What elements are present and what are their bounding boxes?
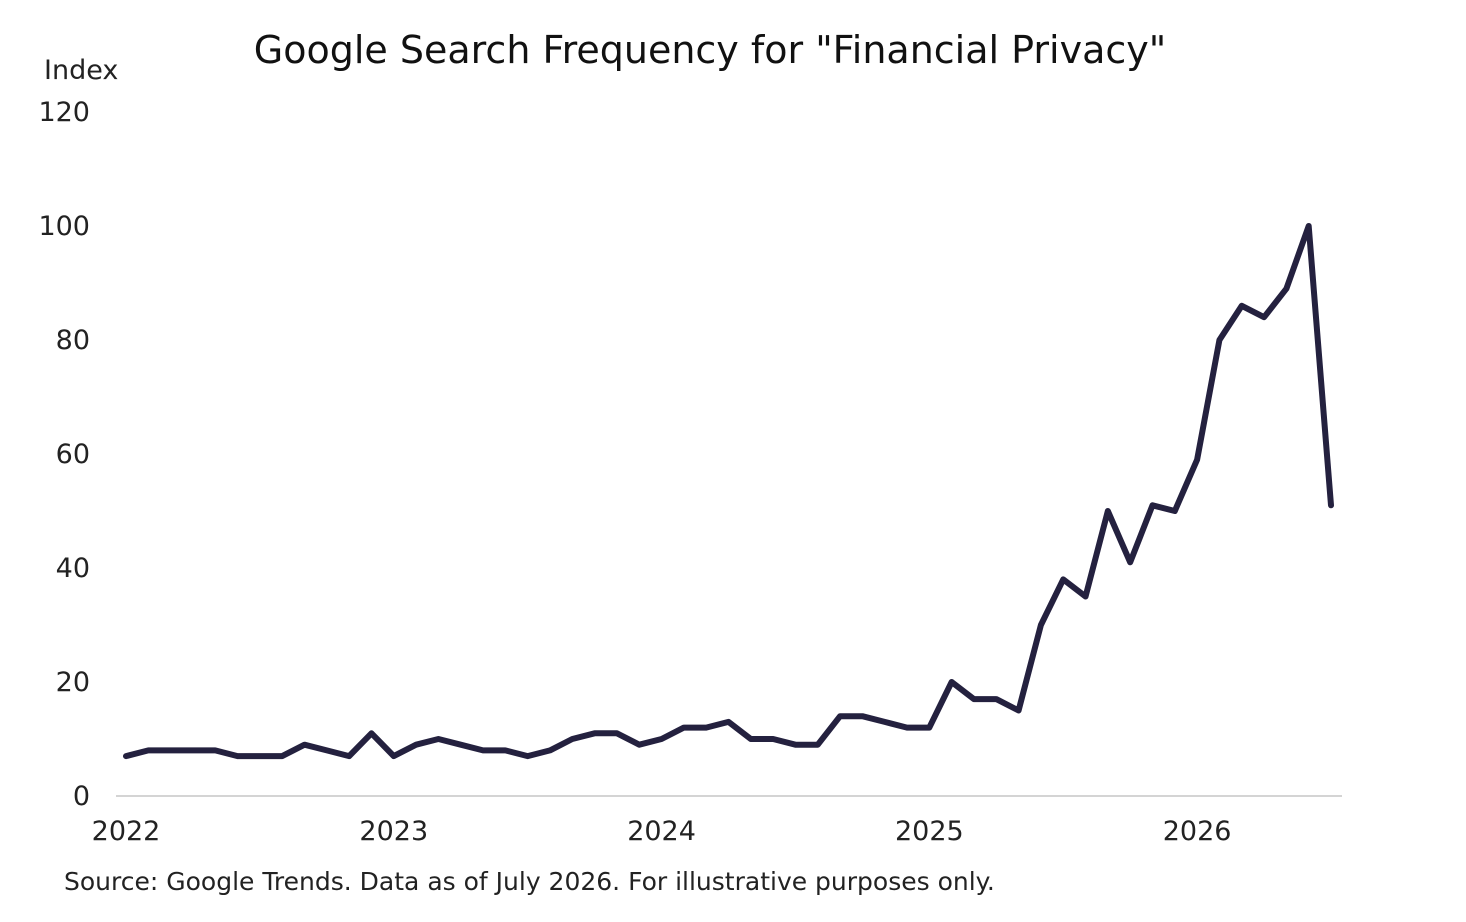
x-tick-label: 2022 bbox=[92, 816, 161, 847]
data-point bbox=[502, 747, 508, 753]
x-axis-ticks: 2022 2023 2024 2025 2026 bbox=[92, 816, 1232, 847]
y-axis-ticks: 0 20 40 60 80 100 120 bbox=[38, 97, 90, 812]
source-note: Source: Google Trends. Data as of July 2… bbox=[64, 867, 995, 896]
data-point bbox=[592, 730, 598, 736]
data-point bbox=[1127, 559, 1133, 565]
data-point bbox=[212, 747, 218, 753]
data-point bbox=[1149, 502, 1155, 508]
data-point bbox=[748, 736, 754, 742]
data-point bbox=[1328, 502, 1334, 508]
data-point bbox=[614, 730, 620, 736]
data-point bbox=[1105, 508, 1111, 514]
data-point bbox=[413, 742, 419, 748]
y-tick-label: 40 bbox=[56, 553, 90, 584]
data-point bbox=[726, 719, 732, 725]
y-tick-label: 100 bbox=[38, 211, 90, 242]
data-points bbox=[123, 223, 1334, 759]
data-point bbox=[882, 719, 888, 725]
data-point bbox=[837, 713, 843, 719]
data-point bbox=[368, 730, 374, 736]
data-point bbox=[703, 725, 709, 731]
data-point bbox=[257, 753, 263, 759]
data-point bbox=[1216, 337, 1222, 343]
x-tick-label: 2023 bbox=[359, 816, 428, 847]
data-point bbox=[1172, 508, 1178, 514]
data-point bbox=[1239, 303, 1245, 309]
chart-title: Google Search Frequency for "Financial P… bbox=[254, 28, 1166, 72]
y-tick-label: 20 bbox=[56, 667, 90, 698]
data-point bbox=[1016, 708, 1022, 714]
data-point bbox=[1060, 576, 1066, 582]
data-point bbox=[458, 742, 464, 748]
data-point bbox=[1261, 314, 1267, 320]
data-point bbox=[636, 742, 642, 748]
data-point bbox=[971, 696, 977, 702]
data-point bbox=[145, 747, 151, 753]
data-point bbox=[1083, 594, 1089, 600]
data-point bbox=[949, 679, 955, 685]
data-point bbox=[859, 713, 865, 719]
data-point bbox=[391, 753, 397, 759]
data-point bbox=[123, 753, 129, 759]
data-point bbox=[547, 747, 553, 753]
data-point bbox=[324, 747, 330, 753]
x-tick-label: 2025 bbox=[895, 816, 964, 847]
data-point bbox=[904, 725, 910, 731]
data-point bbox=[1194, 457, 1200, 463]
data-point bbox=[480, 747, 486, 753]
data-point bbox=[168, 747, 174, 753]
data-point bbox=[659, 736, 665, 742]
data-point bbox=[926, 725, 932, 731]
data-point bbox=[235, 753, 241, 759]
y-tick-label: 0 bbox=[73, 781, 90, 812]
data-point bbox=[346, 753, 352, 759]
data-point bbox=[525, 753, 531, 759]
data-point bbox=[435, 736, 441, 742]
data-point bbox=[1283, 286, 1289, 292]
y-tick-label: 120 bbox=[38, 97, 90, 128]
data-point bbox=[1038, 622, 1044, 628]
data-point bbox=[770, 736, 776, 742]
data-point bbox=[681, 725, 687, 731]
data-point bbox=[815, 742, 821, 748]
data-point bbox=[792, 742, 798, 748]
data-point bbox=[993, 696, 999, 702]
data-point bbox=[1306, 223, 1312, 229]
x-tick-label: 2026 bbox=[1163, 816, 1232, 847]
data-point bbox=[279, 753, 285, 759]
y-axis-label: Index bbox=[44, 55, 118, 86]
data-point bbox=[569, 736, 575, 742]
y-tick-label: 60 bbox=[56, 439, 90, 470]
data-point bbox=[190, 747, 196, 753]
data-point bbox=[302, 742, 308, 748]
x-tick-label: 2024 bbox=[627, 816, 696, 847]
y-tick-label: 80 bbox=[56, 325, 90, 356]
series-line bbox=[123, 223, 1334, 760]
